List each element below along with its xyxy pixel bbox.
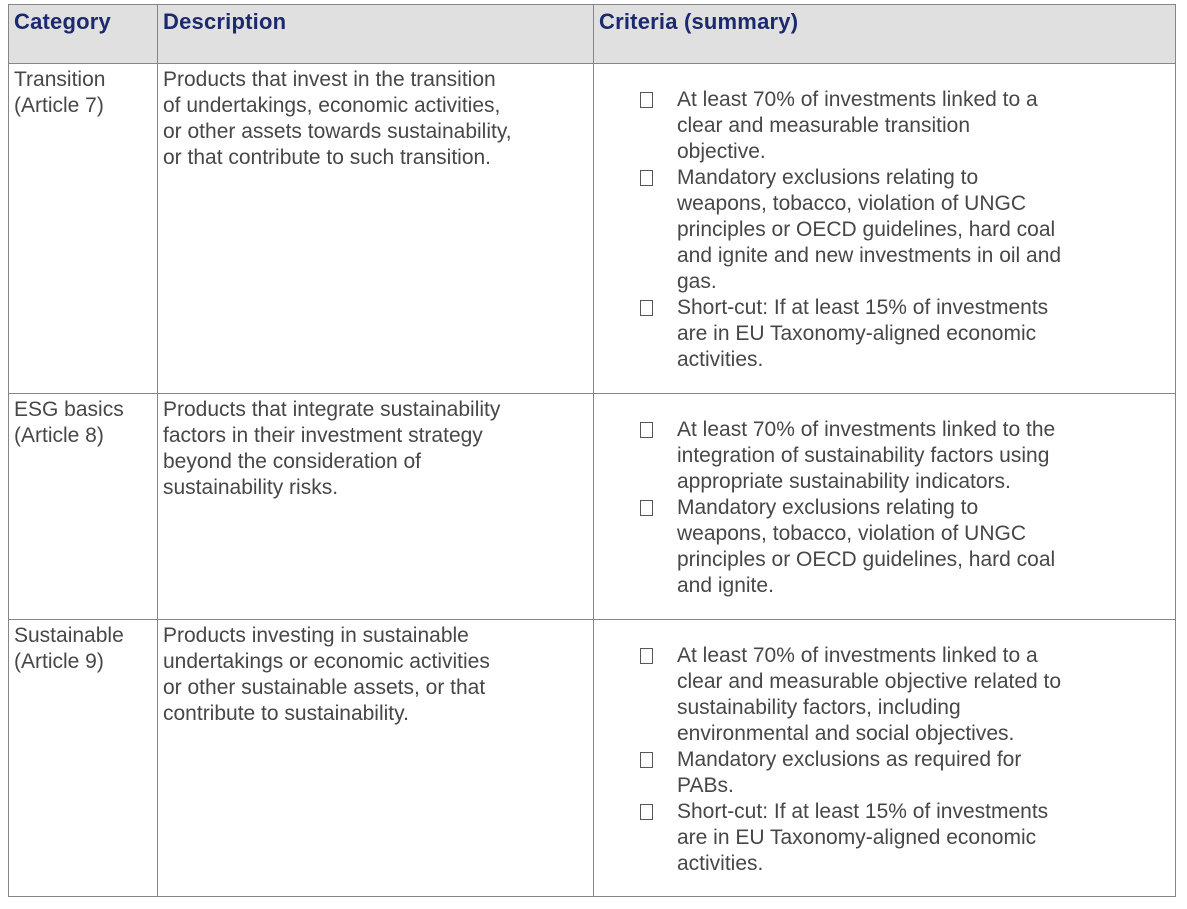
- header-criteria: Criteria (summary): [593, 4, 1176, 64]
- category-cell: Transition (Article 7): [8, 63, 158, 394]
- description-cell: Products investing in sustainable undert…: [157, 619, 594, 897]
- criteria-item-text: Short-cut: If at least 15% of investment…: [677, 296, 1049, 371]
- criteria-cell: At least 70% of investments linked to a …: [593, 619, 1176, 897]
- criteria-item-text: Mandatory exclusions relating to weapons…: [677, 166, 1062, 293]
- category-cell: ESG basics (Article 8): [8, 393, 158, 620]
- criteria-item-text: Short-cut: If at least 15% of investment…: [677, 800, 1049, 875]
- criteria-item-text: At least 70% of investments linked to th…: [677, 418, 1056, 493]
- category-criteria-table: Category Description Criteria (summary) …: [8, 4, 1176, 897]
- criteria-item: Mandatory exclusions relating to weapons…: [594, 495, 1169, 599]
- criteria-item: Short-cut: If at least 15% of investment…: [594, 295, 1169, 373]
- criteria-item-text: Mandatory exclusions as required for PAB…: [677, 748, 1022, 797]
- criteria-item-text: At least 70% of investments linked to a …: [677, 644, 1062, 745]
- criteria-cell: At least 70% of investments linked to th…: [593, 393, 1176, 620]
- bullet-square-icon: [640, 804, 653, 820]
- bullet-square-icon: [640, 648, 653, 664]
- header-description: Description: [157, 4, 594, 64]
- description-cell: Products that integrate sustainability f…: [157, 393, 594, 620]
- bullet-square-icon: [640, 300, 653, 316]
- criteria-item: Mandatory exclusions as required for PAB…: [594, 747, 1169, 799]
- criteria-item-text: At least 70% of investments linked to a …: [677, 88, 1038, 163]
- header-category: Category: [8, 4, 158, 64]
- table-row-transition: Transition (Article 7) Products that inv…: [8, 63, 1176, 394]
- criteria-item: At least 70% of investments linked to th…: [594, 417, 1169, 495]
- criteria-item: Mandatory exclusions relating to weapons…: [594, 165, 1169, 295]
- criteria-cell: At least 70% of investments linked to a …: [593, 63, 1176, 394]
- bullet-square-icon: [640, 422, 653, 438]
- category-cell: Sustainable (Article 9): [8, 619, 158, 897]
- criteria-item: At least 70% of investments linked to a …: [594, 643, 1169, 747]
- bullet-square-icon: [640, 170, 653, 186]
- bullet-square-icon: [640, 92, 653, 108]
- table-row-sustainable: Sustainable (Article 9) Products investi…: [8, 619, 1176, 897]
- bullet-square-icon: [640, 752, 653, 768]
- criteria-item: At least 70% of investments linked to a …: [594, 87, 1169, 165]
- table-row-esg-basics: ESG basics (Article 8) Products that int…: [8, 393, 1176, 620]
- criteria-item-text: Mandatory exclusions relating to weapons…: [677, 496, 1056, 597]
- bullet-square-icon: [640, 500, 653, 516]
- criteria-item: Short-cut: If at least 15% of investment…: [594, 799, 1169, 877]
- description-cell: Products that invest in the transition o…: [157, 63, 594, 394]
- header-row: Category Description Criteria (summary): [8, 4, 1176, 64]
